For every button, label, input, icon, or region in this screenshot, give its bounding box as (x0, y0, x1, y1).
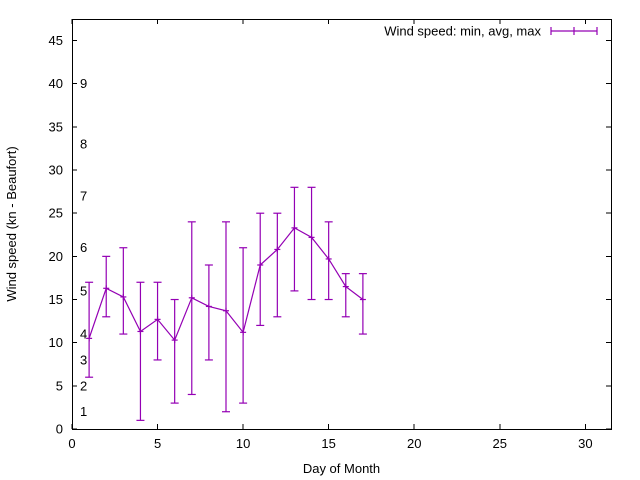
beaufort-label-5: 5 (80, 283, 87, 298)
y-tick-label: 20 (49, 249, 63, 264)
x-tick-label: 30 (578, 436, 592, 451)
beaufort-label-8: 8 (80, 137, 87, 152)
beaufort-label-4: 4 (80, 327, 87, 342)
plot-frame (72, 19, 612, 430)
beaufort-label-3: 3 (80, 352, 87, 367)
avg-line (88, 227, 364, 342)
y-tick-label: 0 (56, 422, 63, 437)
y-tick-label: 5 (56, 378, 63, 393)
x-tick-label: 5 (154, 436, 161, 451)
y-tick-label: 40 (49, 76, 63, 91)
beaufort-label-2: 2 (80, 378, 87, 393)
beaufort-label-1: 1 (80, 404, 87, 419)
beaufort-label-7: 7 (80, 188, 87, 203)
legend-label: Wind speed: min, avg, max (384, 24, 541, 39)
x-tick-label: 0 (68, 436, 75, 451)
beaufort-label-9: 9 (80, 76, 87, 91)
x-axis-title: Day of Month (303, 461, 380, 476)
y-tick-label: 35 (49, 119, 63, 134)
beaufort-label-6: 6 (80, 240, 87, 255)
y-tick-label: 10 (49, 335, 63, 350)
y-tick-label: 15 (49, 292, 63, 307)
x-tick-label: 15 (321, 436, 335, 451)
x-tick-label: 20 (407, 436, 421, 451)
y-tick-label: 30 (49, 163, 63, 178)
x-tick-label: 10 (236, 436, 250, 451)
y-tick-label: 45 (49, 33, 63, 48)
data-series-group (85, 186, 367, 421)
x-tick-label: 25 (493, 436, 507, 451)
y-axis-title: Wind speed (kn - Beaufort) (4, 146, 19, 301)
y-tick-label: 25 (49, 206, 63, 221)
